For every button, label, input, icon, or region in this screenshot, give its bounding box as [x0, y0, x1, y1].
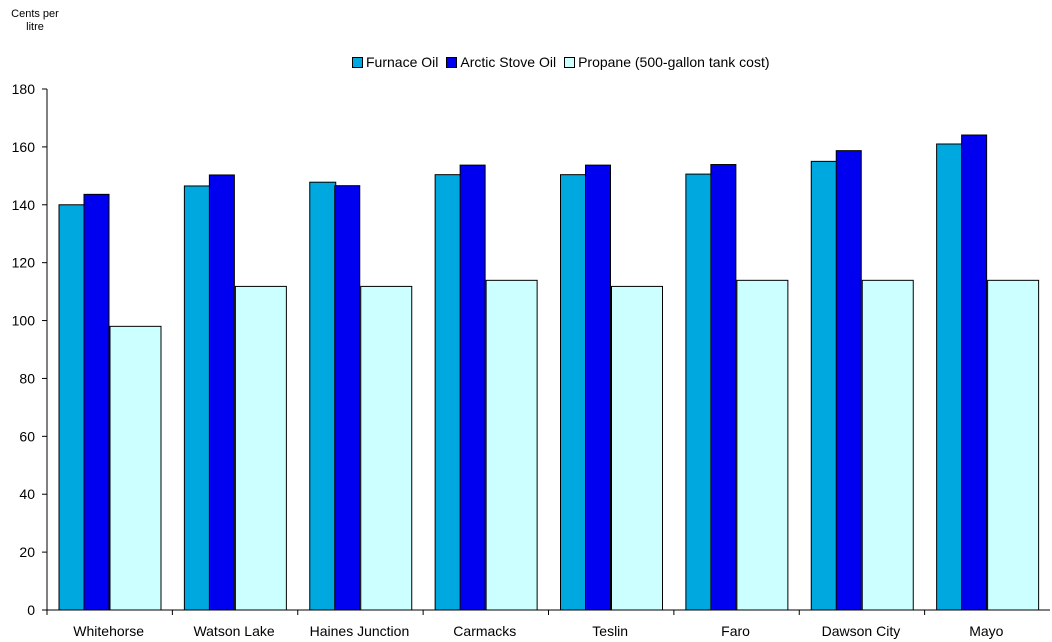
- bar-propane-500-gallon-tank-cost-dawson-city: [861, 279, 914, 611]
- bar-furnace-oil-haines-junction: [309, 181, 337, 611]
- x-tick-label: Carmacks: [453, 623, 516, 639]
- bar-arctic-stove-oil-faro: [710, 164, 737, 611]
- bar-propane-500-gallon-tank-cost-carmacks: [485, 279, 538, 611]
- legend-item-propane: Propane (500-gallon tank cost): [564, 54, 770, 70]
- legend-label-arctic-stove-oil: Arctic Stove Oil: [460, 54, 557, 70]
- y-tick-label: 100: [12, 313, 36, 329]
- y-tick-label: 20: [19, 544, 35, 560]
- bar-arctic-stove-oil-dawson-city: [835, 150, 862, 611]
- bar-furnace-oil-dawson-city: [810, 160, 838, 611]
- bar-arctic-stove-oil-watson-lake: [208, 174, 235, 611]
- y-tick-label: 120: [12, 255, 36, 271]
- y-tick-label: 140: [12, 197, 36, 213]
- legend: Furnace Oil Arctic Stove Oil Propane (50…: [352, 54, 778, 70]
- x-tick-label: Mayo: [969, 623, 1003, 639]
- bar-arctic-stove-oil-carmacks: [459, 164, 486, 611]
- y-tick-label: 60: [19, 428, 35, 444]
- legend-item-arctic-stove-oil: Arctic Stove Oil: [446, 54, 556, 70]
- legend-swatch-furnace-oil: [352, 56, 363, 68]
- bar-propane-500-gallon-tank-cost-watson-lake: [234, 285, 287, 611]
- x-tick-label: Watson Lake: [193, 623, 274, 639]
- bar-arctic-stove-oil-teslin: [585, 164, 611, 611]
- bar-propane-500-gallon-tank-cost-faro: [736, 279, 789, 611]
- bar-propane-500-gallon-tank-cost-haines-junction: [360, 285, 413, 611]
- x-tick-label: Whitehorse: [73, 623, 144, 639]
- bar-furnace-oil-carmacks: [434, 174, 462, 611]
- x-tick-label: Haines Junction: [310, 623, 410, 639]
- y-tick-label: 180: [12, 81, 36, 97]
- bar-furnace-oil-whitehorse: [58, 204, 86, 611]
- y-tick-label: 160: [12, 139, 36, 155]
- bar-propane-500-gallon-tank-cost-whitehorse: [109, 325, 162, 611]
- legend-item-furnace-oil: Furnace Oil: [352, 54, 438, 70]
- bar-propane-500-gallon-tank-cost-mayo: [987, 279, 1040, 611]
- bar-furnace-oil-mayo: [936, 143, 964, 611]
- bar-furnace-oil-teslin: [560, 174, 587, 611]
- bar-propane-500-gallon-tank-cost-teslin: [611, 285, 663, 611]
- x-tick-label: Faro: [721, 623, 750, 639]
- legend-swatch-arctic-stove-oil: [446, 56, 458, 68]
- legend-label-propane: Propane (500-gallon tank cost): [578, 54, 770, 70]
- bar-furnace-oil-watson-lake: [183, 185, 211, 611]
- x-tick-label: Teslin: [592, 623, 628, 639]
- bar-arctic-stove-oil-haines-junction: [334, 185, 361, 611]
- legend-swatch-propane: [564, 56, 576, 68]
- bar-arctic-stove-oil-mayo: [961, 134, 988, 611]
- y-tick-label: 0: [27, 602, 35, 618]
- y-axis-label: Cents per litre: [11, 8, 59, 33]
- y-tick-label: 40: [19, 486, 35, 502]
- x-tick-label: Dawson City: [822, 623, 901, 639]
- bar-furnace-oil-faro: [685, 173, 713, 611]
- legend-label-furnace-oil: Furnace Oil: [366, 54, 439, 70]
- bar-arctic-stove-oil-whitehorse: [83, 193, 110, 611]
- y-tick-label: 80: [19, 370, 35, 386]
